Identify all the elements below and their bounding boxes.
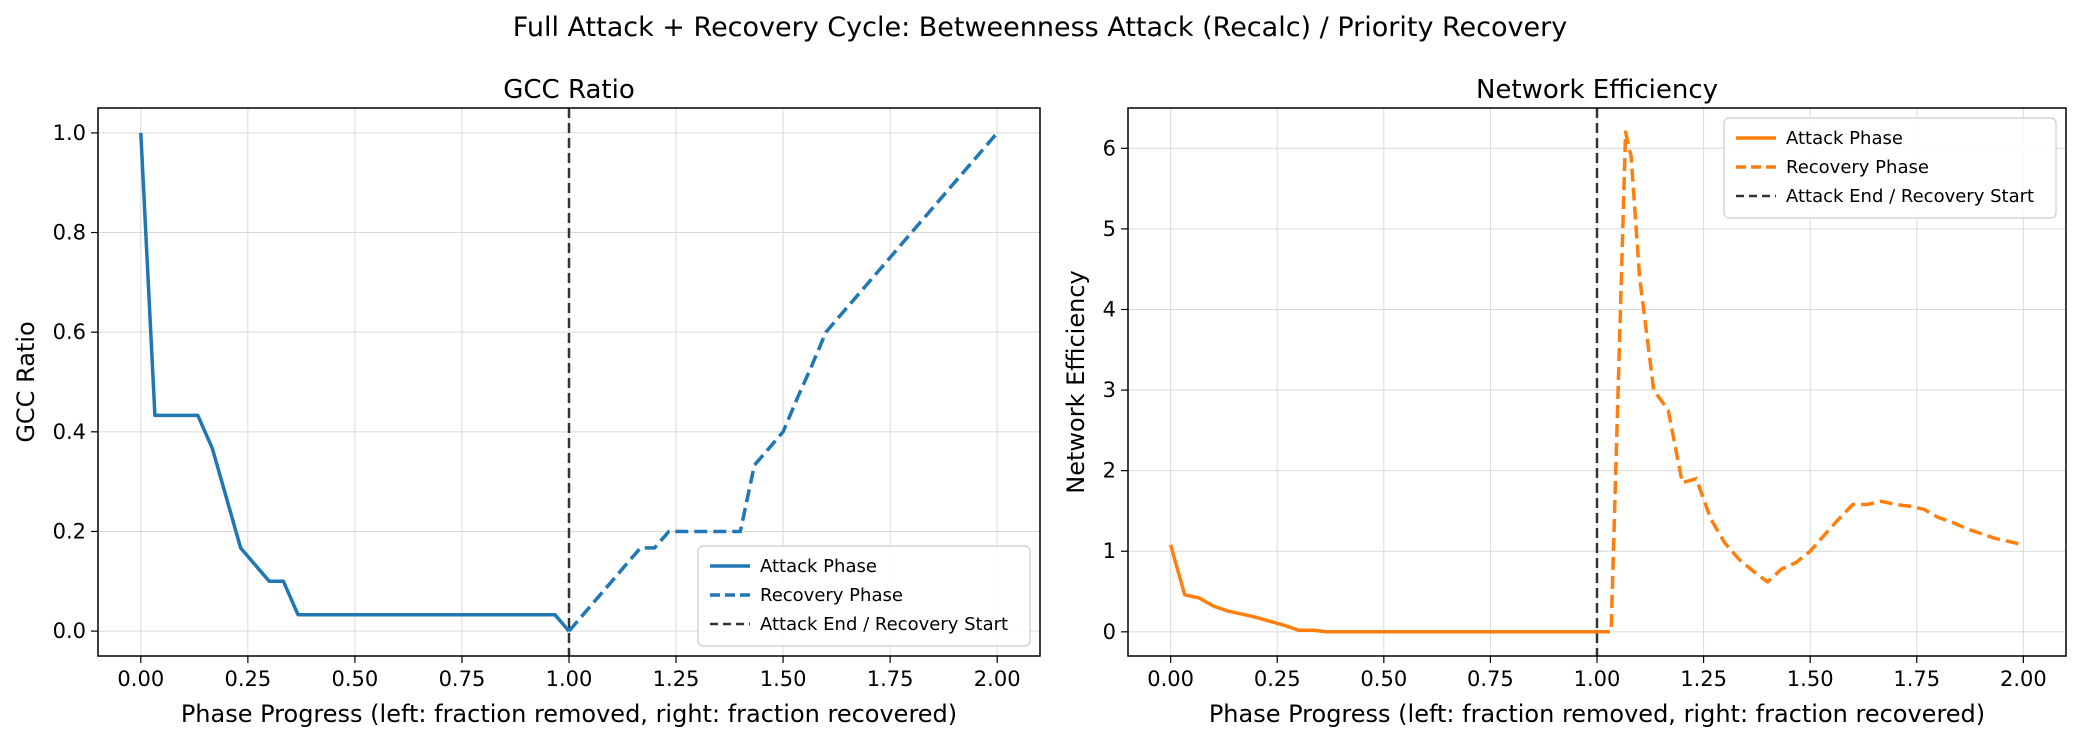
- gcc-ratio-panel: 0.00 0.25 0.50 0.75 1.00 1.25 1.50 1.75 2.00 0.0 0…: [12, 75, 1041, 728]
- x-tick-label: 1.50: [1787, 667, 1834, 691]
- y-axis-label: GCC Ratio: [12, 321, 40, 442]
- x-axis-label: Phase Progress (left: fraction removed, …: [1209, 700, 1985, 728]
- x-tick-label: 1.00: [1574, 667, 1621, 691]
- legend-recovery-phase-label: Recovery Phase: [1786, 157, 1929, 178]
- x-tick-label: 0.50: [1360, 667, 1407, 691]
- x-tick-label: 0.00: [1147, 667, 1194, 691]
- y-tick-label: 0: [1103, 620, 1116, 644]
- attack-phase-line: [139, 132, 571, 633]
- legend-box: [697, 545, 1031, 647]
- legend: Attack Phase Recovery Phase Attack End / R…: [1723, 117, 2057, 219]
- x-tick-label: 2.00: [974, 667, 1021, 691]
- y-tick-label: 1.0: [53, 121, 86, 145]
- y-tick-label: 0.2: [53, 519, 86, 543]
- y-tick-label: 2: [1103, 459, 1116, 483]
- recovery-phase-line: [567, 131, 999, 633]
- y-tick-label: 5: [1103, 217, 1116, 241]
- y-tick-label: 0.4: [53, 420, 86, 444]
- x-tick-label: 1.75: [1893, 667, 1940, 691]
- x-tick-label: 0.75: [1467, 667, 1514, 691]
- y-tick-label: 4: [1103, 297, 1116, 321]
- attack-phase-line: [1168, 544, 1597, 634]
- x-tick-label: 0.75: [439, 667, 486, 691]
- x-tick-label: 0.25: [224, 667, 271, 691]
- legend-box: [1723, 117, 2057, 219]
- legend-attack-end-label: Attack End / Recovery Start: [1786, 186, 2034, 207]
- x-tick-label: 1.50: [760, 667, 807, 691]
- y-tick-label: 1: [1103, 539, 1116, 563]
- network-efficiency-panel: 0.00 0.25 0.50 0.75 1.00 1.25 1.50 1.75 2.00 0 1 2 3…: [1062, 75, 2067, 728]
- x-tick-label: 0.50: [332, 667, 379, 691]
- x-tick-label: 0.25: [1254, 667, 1301, 691]
- y-tick-label: 0.8: [53, 221, 86, 245]
- y-tick-label: 0.0: [53, 619, 86, 643]
- x-axis-label: Phase Progress (left: fraction removed, …: [181, 700, 957, 728]
- chart-title: GCC Ratio: [503, 75, 634, 105]
- x-tick-label: 1.00: [546, 667, 593, 691]
- figure-suptitle: Full Attack + Recovery Cycle: Betweennes…: [513, 12, 1567, 43]
- x-tick-label: 1.25: [653, 667, 700, 691]
- x-tick-label: 0.00: [117, 667, 164, 691]
- y-tick-label: 3: [1103, 378, 1116, 402]
- axes-frame: [1127, 107, 2067, 657]
- y-tick-label: 6: [1103, 136, 1116, 160]
- legend-attack-phase-label: Attack Phase: [760, 556, 877, 577]
- x-tick-label: 2.00: [2000, 667, 2047, 691]
- x-tick-label: 1.25: [1680, 667, 1727, 691]
- chart-title: Network Efficiency: [1476, 75, 1718, 105]
- legend-attack-phase-label: Attack Phase: [1786, 128, 1903, 149]
- legend-attack-end-label: Attack End / Recovery Start: [760, 614, 1008, 635]
- axes-frame: [97, 107, 1041, 657]
- legend: Attack Phase Recovery Phase Attack End / R…: [697, 545, 1031, 647]
- y-axis-label: Network Efficiency: [1062, 270, 1090, 493]
- x-tick-label: 1.75: [867, 667, 914, 691]
- y-tick-label: 0.6: [53, 320, 86, 344]
- legend-recovery-phase-label: Recovery Phase: [760, 585, 903, 606]
